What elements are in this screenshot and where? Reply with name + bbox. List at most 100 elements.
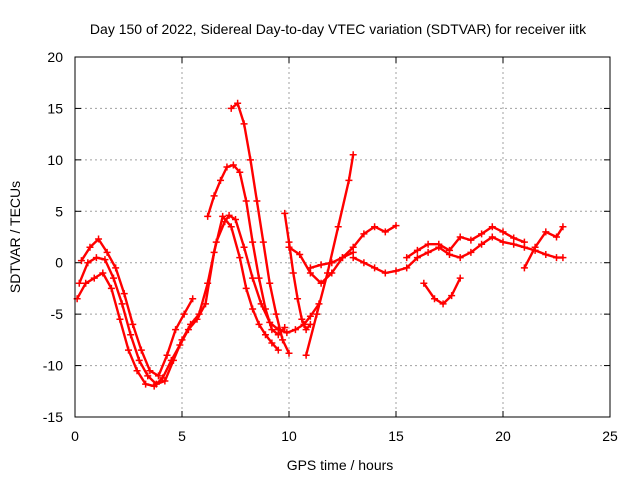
data-point (249, 238, 257, 246)
y-tick-label: -15 (43, 409, 63, 425)
series-group (73, 99, 567, 390)
x-tick-label: 0 (71, 428, 79, 444)
data-point (249, 274, 257, 282)
data-point (163, 351, 171, 359)
data-point (317, 279, 325, 287)
data-point (112, 264, 120, 272)
data-point (403, 254, 411, 262)
data-point (246, 156, 254, 164)
data-point (184, 326, 192, 334)
data-point (116, 315, 124, 323)
series-line (75, 215, 280, 388)
y-tick-label: 15 (47, 100, 63, 116)
series-track-12 (420, 274, 464, 308)
data-point (403, 264, 411, 272)
data-point (172, 326, 180, 334)
data-point (420, 279, 428, 287)
data-point (435, 240, 443, 248)
data-point (349, 243, 357, 251)
data-point (227, 104, 235, 112)
data-point (210, 192, 218, 200)
data-point (137, 346, 145, 354)
series-track-1 (75, 211, 323, 388)
data-point (531, 243, 539, 251)
data-point (142, 380, 150, 388)
data-point (499, 228, 507, 236)
data-point (219, 212, 227, 220)
series-track-2 (73, 212, 282, 390)
x-tick-label: 20 (495, 428, 511, 444)
data-point (339, 254, 346, 262)
data-point (431, 295, 439, 303)
y-tick-label: -5 (51, 306, 64, 322)
x-tick-labels: 0 5 10 15 20 25 (71, 428, 618, 444)
data-point (542, 228, 550, 236)
data-point (439, 300, 447, 308)
data-point (176, 341, 184, 349)
data-point (349, 151, 357, 159)
data-point (150, 382, 158, 390)
data-point (296, 250, 304, 258)
data-point (413, 246, 421, 254)
data-point (227, 223, 235, 231)
data-point (92, 254, 100, 262)
series-line (523, 225, 565, 270)
data-point (349, 254, 357, 262)
data-point (520, 238, 528, 246)
data-point (281, 324, 289, 332)
data-point (107, 284, 115, 292)
data-point (229, 161, 237, 169)
data-point (232, 216, 239, 224)
data-point (99, 269, 107, 277)
data-point (261, 305, 269, 313)
data-point (281, 209, 289, 217)
data-point (204, 212, 212, 220)
data-point (499, 238, 507, 246)
data-point (202, 300, 210, 308)
data-point (456, 254, 464, 262)
data-point (236, 168, 244, 176)
data-point (259, 238, 267, 246)
data-point (225, 211, 233, 219)
data-point (242, 197, 250, 205)
x-tick-label: 10 (281, 428, 297, 444)
data-point (268, 339, 276, 347)
data-point (249, 305, 257, 313)
data-point (135, 356, 143, 364)
series-line (422, 276, 462, 306)
data-point (167, 356, 175, 364)
data-point (294, 295, 302, 303)
data-point (456, 233, 464, 241)
data-point (84, 259, 92, 267)
data-point (217, 176, 225, 184)
data-point (125, 346, 132, 354)
data-point (371, 264, 379, 272)
data-point (317, 261, 325, 269)
data-point (154, 372, 162, 380)
data-point (189, 295, 197, 303)
data-point (279, 336, 287, 344)
data-point (302, 326, 310, 334)
data-point (448, 292, 456, 300)
series-line (80, 237, 194, 378)
data-point (95, 235, 103, 243)
data-point (324, 269, 332, 277)
data-point (127, 331, 135, 339)
data-point (313, 310, 321, 318)
data-point (488, 233, 496, 241)
data-point (381, 269, 389, 277)
data-point (118, 300, 126, 308)
data-point (266, 279, 274, 287)
data-point (86, 243, 94, 251)
x-tick-label: 5 (178, 428, 186, 444)
data-point (240, 120, 248, 128)
data-point (223, 163, 231, 171)
data-point (240, 243, 248, 251)
x-tick-label: 25 (602, 428, 618, 444)
data-point (255, 274, 263, 282)
data-point (360, 259, 368, 267)
x-axis-label: GPS time / hours (287, 457, 394, 473)
data-point (306, 312, 314, 320)
data-point (236, 254, 244, 262)
data-point (159, 374, 167, 382)
